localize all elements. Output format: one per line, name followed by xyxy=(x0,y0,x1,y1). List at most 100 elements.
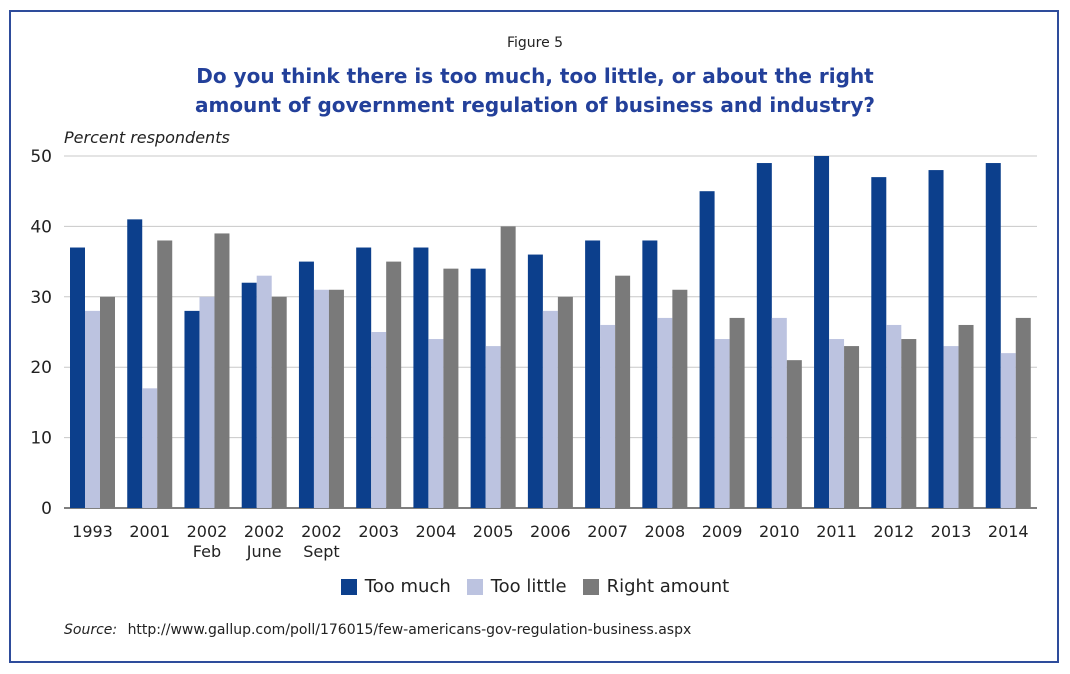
bar-too-little xyxy=(199,296,215,508)
x-tick-label: 2004 xyxy=(416,522,457,541)
x-tick-label: June xyxy=(246,542,282,561)
bar-right-amount xyxy=(328,289,344,508)
bar-too-little xyxy=(714,339,730,508)
legend-label-right-amount: Right amount xyxy=(606,576,730,597)
chart-title: Do you think there is too much, too litt… xyxy=(0,62,1070,120)
bar-too-little xyxy=(485,346,501,508)
bar-right-amount xyxy=(844,346,860,508)
bar-too-much xyxy=(356,247,372,508)
bar-too-much xyxy=(585,240,601,509)
bar-right-amount xyxy=(386,261,402,508)
figure-frame xyxy=(9,10,1059,663)
bar-right-amount xyxy=(901,339,917,508)
bar-too-little xyxy=(371,332,387,508)
bar-too-little xyxy=(428,339,444,508)
x-tick-label: Sept xyxy=(303,542,339,561)
bar-right-amount xyxy=(786,360,802,508)
legend-item-too-much: Too much xyxy=(340,576,451,597)
bar-right-amount xyxy=(1015,317,1031,508)
bar-too-little xyxy=(313,289,329,508)
bar-too-much xyxy=(184,310,200,508)
y-tick-label: 20 xyxy=(30,358,52,378)
bar-too-much xyxy=(642,240,658,509)
x-tick-label: 2006 xyxy=(530,522,571,541)
bar-right-amount xyxy=(100,296,115,508)
bars xyxy=(70,156,1031,509)
legend-swatch-too-much xyxy=(340,578,357,595)
bar-right-amount xyxy=(958,324,974,508)
chart-title-line-2: amount of government regulation of busin… xyxy=(194,93,876,117)
legend-item-right-amount: Right amount xyxy=(582,576,730,597)
x-tick-label: 2002 xyxy=(244,522,285,541)
legend: Too much Too little Right amount xyxy=(0,576,1070,597)
bar-too-much xyxy=(127,219,143,509)
legend-swatch-too-little xyxy=(466,578,483,595)
x-tick-label: 2002 xyxy=(187,522,228,541)
x-tick-label: 2003 xyxy=(358,522,399,541)
legend-swatch-right-amount xyxy=(582,578,599,595)
source-label: Source: xyxy=(64,622,118,638)
x-tick-label: 2009 xyxy=(702,522,743,541)
bar-too-little xyxy=(256,275,272,508)
x-tick-label: 2005 xyxy=(473,522,514,541)
bar-too-little xyxy=(142,388,158,508)
x-tick-label: 2007 xyxy=(587,522,628,541)
bar-too-little xyxy=(542,310,558,508)
bar-too-much xyxy=(928,170,944,508)
x-tick-label: 2013 xyxy=(931,522,972,541)
bar-right-amount xyxy=(729,317,745,508)
bar-too-much xyxy=(756,163,772,509)
bar-right-amount xyxy=(157,240,173,509)
source-note: Source: http://www.gallup.com/poll/17601… xyxy=(64,622,691,638)
bar-right-amount xyxy=(500,226,516,508)
bar-too-much xyxy=(871,177,887,508)
bar-too-little xyxy=(943,346,959,508)
bar-too-little xyxy=(771,317,787,508)
legend-label-too-little: Too little xyxy=(490,576,567,597)
x-tick-label: Feb xyxy=(193,542,221,561)
source-url: http://www.gallup.com/poll/176015/few-am… xyxy=(127,622,692,638)
bar-too-much xyxy=(985,163,1001,509)
x-tick-label: 1993 xyxy=(72,522,113,541)
bar-too-much xyxy=(470,268,486,508)
bar-too-little xyxy=(1000,353,1016,508)
y-axis-ticks: 0 10 20 30 40 50 xyxy=(30,147,52,519)
y-tick-label: 10 xyxy=(30,429,52,449)
bar-too-much xyxy=(70,247,85,508)
bar-too-little xyxy=(886,324,902,508)
bar-too-little xyxy=(829,339,845,508)
y-tick-label: 30 xyxy=(30,288,52,308)
legend-label-too-much: Too much xyxy=(364,576,451,597)
x-tick-label: 2010 xyxy=(759,522,800,541)
y-tick-label: 50 xyxy=(30,147,52,167)
legend-item-too-little: Too little xyxy=(466,576,567,597)
bar-right-amount xyxy=(271,296,287,508)
x-tick-label: 2001 xyxy=(129,522,170,541)
x-tick-label: 2012 xyxy=(873,522,914,541)
x-tick-label: 2011 xyxy=(816,522,857,541)
bar-too-much xyxy=(527,254,543,508)
bar-too-little xyxy=(657,317,673,508)
bar-too-much xyxy=(413,247,429,508)
x-tick-label: 2002 xyxy=(301,522,342,541)
bar-too-much xyxy=(814,156,830,508)
x-tick-label: 2008 xyxy=(644,522,685,541)
bar-too-much xyxy=(241,282,257,508)
bar-right-amount xyxy=(672,289,688,508)
bar-too-little xyxy=(85,310,100,508)
bar-too-little xyxy=(600,324,616,508)
x-tick-label: 2014 xyxy=(988,522,1029,541)
y-tick-label: 0 xyxy=(41,499,52,519)
y-tick-label: 40 xyxy=(30,217,52,237)
bar-right-amount xyxy=(557,296,573,508)
bar-too-much xyxy=(298,261,314,508)
bar-too-much xyxy=(699,191,715,508)
bar-right-amount xyxy=(214,233,230,508)
bar-right-amount xyxy=(615,275,631,508)
bar-right-amount xyxy=(443,268,459,508)
figure-label: Figure 5 xyxy=(506,35,564,51)
chart-title-line-1: Do you think there is too much, too litt… xyxy=(196,64,874,88)
y-axis-label: Percent respondents xyxy=(64,128,230,147)
